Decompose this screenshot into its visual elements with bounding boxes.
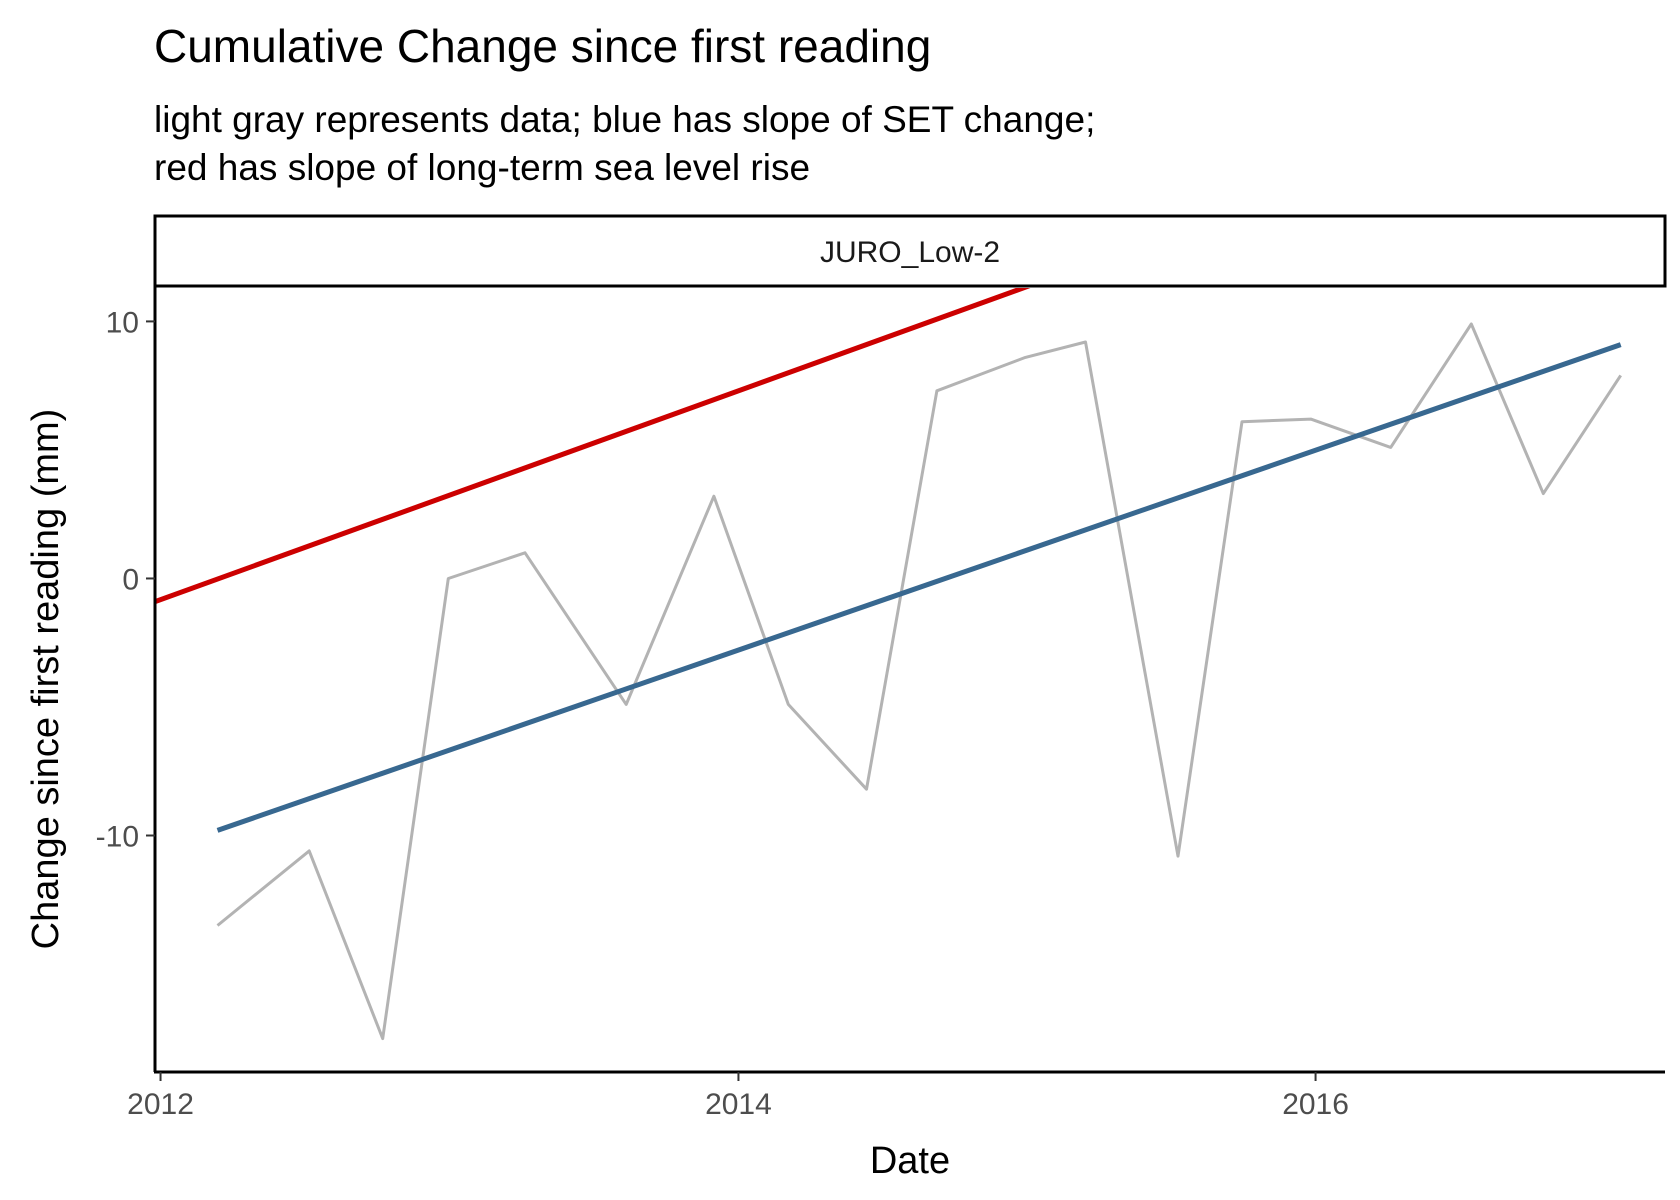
set-slope-line: [216, 342, 1622, 833]
facet-label: JURO_Low-2: [820, 236, 1000, 269]
series-layer: [155, 288, 1622, 1041]
chart-subtitle-line-2: red has slope of long-term sea level ris…: [154, 147, 810, 188]
data-line: [216, 322, 1622, 1041]
facet-strip: [153, 214, 1667, 288]
y-ticks: -10 0 10: [96, 306, 155, 854]
x-ticks: 2012 2014 2016: [127, 1072, 1349, 1121]
y-tick-label: 0: [122, 563, 139, 596]
y-tick-label: -10: [96, 821, 139, 854]
chart-subtitle-line-1: light gray represents data; blue has slo…: [154, 99, 1095, 140]
sea-level-slope-line: [155, 288, 1031, 604]
y-tick-label: 10: [106, 306, 139, 339]
x-axis-title: Date: [870, 1140, 950, 1182]
y-axis-title: Change since first reading (mm): [25, 409, 67, 950]
x-tick-label: 2014: [705, 1088, 772, 1121]
x-tick-label: 2016: [1282, 1088, 1349, 1121]
x-tick-label: 2012: [127, 1088, 194, 1121]
chart-title: Cumulative Change since first reading: [154, 20, 931, 72]
